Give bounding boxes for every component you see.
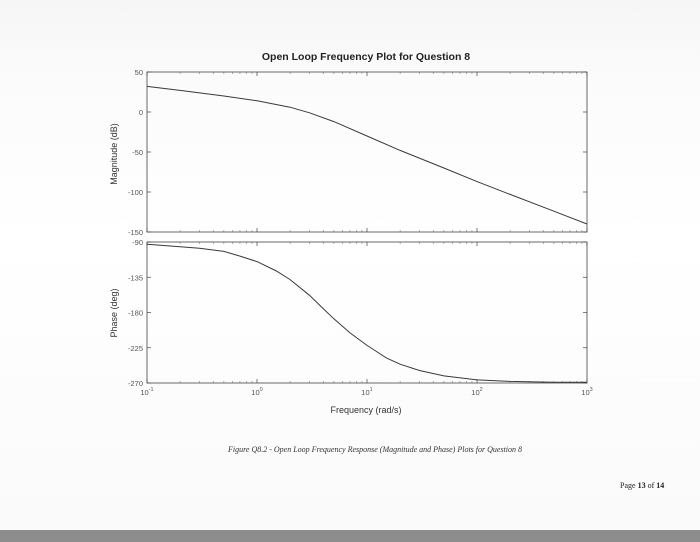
- magnitude-ytick-label: 0: [139, 108, 143, 117]
- magnitude-frame: [146, 71, 588, 233]
- phase-xtick-label: 10-1: [140, 387, 153, 397]
- page-prefix: Page: [620, 481, 638, 490]
- phase-ytick-label: -135: [128, 273, 143, 282]
- phase-xtick-label: 101: [361, 387, 372, 397]
- phase-xtick-label: 103: [581, 387, 592, 397]
- frequency-axis-label: Frequency (rad/s): [330, 405, 401, 415]
- phase-ytick-label: -180: [128, 309, 143, 318]
- chart-title: Open Loop Frequency Plot for Question 8: [262, 51, 470, 63]
- page-total: 14: [656, 481, 665, 490]
- page-current: 13: [637, 481, 646, 490]
- phase-axis-label: Phase (deg): [109, 288, 119, 337]
- phase-xtick-label: 100: [251, 387, 262, 397]
- phase-frame: [146, 241, 588, 384]
- page-sep: of: [645, 481, 657, 490]
- magnitude-ytick-label: 50: [135, 68, 143, 77]
- scanner-edge: [0, 530, 700, 542]
- phase-series-line: [146, 243, 587, 383]
- magnitude-axes: 50 0 -50 -100 -150: [128, 68, 588, 237]
- phase-ytick-label: -270: [128, 379, 143, 388]
- page-number: Page 13 of 14: [620, 481, 664, 490]
- magnitude-ytick-label: -100: [128, 188, 143, 197]
- phase-ytick-label: -225: [128, 344, 143, 353]
- magnitude-ytick-label: -50: [132, 148, 143, 157]
- document-page: [0, 0, 700, 530]
- phase-ytick-label: -90: [132, 238, 143, 247]
- magnitude-ytick-label: -150: [128, 228, 143, 237]
- phase-xtick-label: 102: [471, 387, 482, 397]
- figure-caption: Figure Q8.2 - Open Loop Frequency Respon…: [227, 445, 523, 454]
- magnitude-axis-label: Magnitude (dB): [109, 123, 119, 185]
- magnitude-series-line: [146, 85, 588, 225]
